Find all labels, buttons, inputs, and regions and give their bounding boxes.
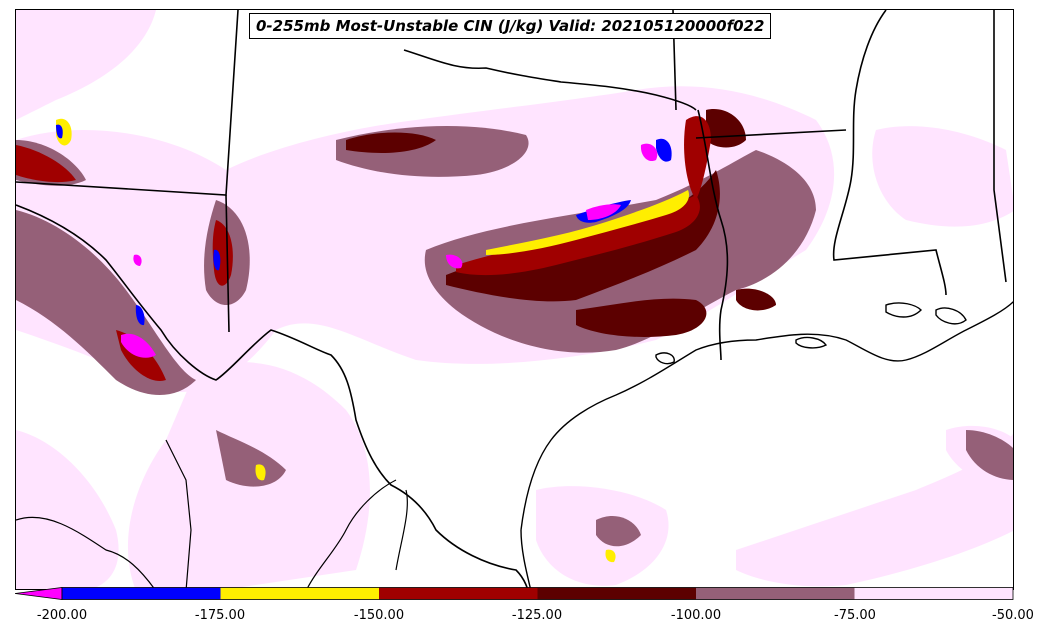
colorbar — [15, 587, 1014, 600]
colorbar-tick-label: -50.00 — [992, 608, 1034, 623]
cin-map — [16, 10, 1013, 589]
colorbar-tick-label: -200.00 — [36, 608, 88, 623]
colorbar-tick-label: -75.00 — [834, 608, 876, 623]
colorbar-tick-label: -100.00 — [670, 608, 722, 623]
louisiana-texas-border — [697, 109, 729, 361]
mexico-state-border-2 — [165, 439, 192, 589]
colorbar-segment — [537, 587, 696, 600]
map-title: 0-255mb Most-Unstable CIN (J/kg) Valid: … — [249, 13, 772, 39]
cin-shading-magenta — [121, 143, 658, 358]
arkansas-north — [695, 129, 847, 139]
colorbar-tick-label: -150.00 — [353, 608, 405, 623]
colorbar-segment — [379, 587, 538, 600]
alabama-mississippi-border — [993, 10, 1007, 283]
rio-grande-border — [16, 204, 529, 589]
colorbar-outline — [61, 587, 1014, 600]
red-river-border — [403, 49, 697, 111]
mexico-state-border-4 — [395, 489, 408, 571]
mexico-state-border-3 — [306, 479, 397, 589]
colorbar-segment — [62, 587, 221, 600]
political-boundaries — [16, 10, 1007, 589]
colorbar-segment — [696, 587, 855, 600]
colorbar-segment — [220, 587, 379, 600]
mexico-state-border-1 — [16, 516, 156, 589]
colorbar-segment — [854, 587, 1013, 600]
colorbar-extend-arrow — [15, 587, 63, 600]
mississippi-river — [832, 10, 947, 296]
map-panel — [15, 9, 1014, 590]
colorbar-tick-label: -175.00 — [194, 608, 246, 623]
oklahoma-texas-border — [225, 194, 230, 333]
colorbar-tick-label: -125.00 — [511, 608, 563, 623]
coastline — [520, 300, 1013, 589]
